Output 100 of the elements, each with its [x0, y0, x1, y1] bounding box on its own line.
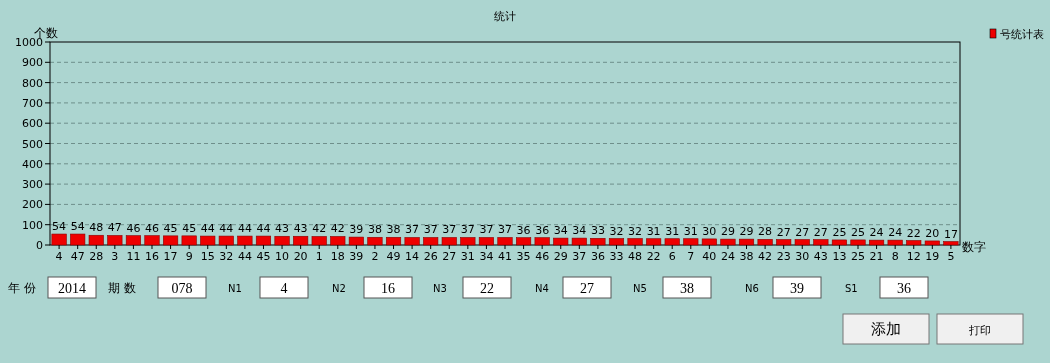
data-label: 44 — [237, 222, 252, 236]
x-tick-label: 12 — [906, 250, 921, 263]
chart-title: 统计 — [494, 10, 516, 23]
data-label: 17 — [943, 227, 958, 241]
data-label: 44 — [219, 222, 234, 236]
x-tick-label: 33 — [609, 250, 624, 263]
x-tick-label: 20 — [293, 250, 308, 263]
data-label: 45 — [182, 221, 197, 235]
x-tick-label: 47 — [70, 250, 85, 263]
text: N6 — [745, 283, 759, 294]
data-label: 42 — [330, 222, 345, 236]
data-label: 54 — [52, 220, 67, 234]
x-tick-label: 11 — [126, 250, 141, 263]
data-label: 54 — [70, 220, 85, 234]
x-tick-label: 13 — [832, 250, 847, 263]
x-tick-label: 2 — [371, 250, 379, 263]
text: N5 — [633, 283, 647, 294]
x-tick-label: 17 — [163, 250, 178, 263]
y-tick-label: 100 — [22, 218, 43, 232]
x-tick-label: 38 — [739, 250, 754, 263]
data-label: 34 — [553, 224, 568, 238]
x-tick-label: 48 — [628, 250, 643, 263]
data-label: 24 — [888, 226, 903, 240]
data-label: 43 — [275, 222, 290, 236]
y-tick-label: 800 — [22, 76, 43, 90]
x-tick-label: 24 — [720, 250, 735, 263]
x-tick-label: 6 — [668, 250, 676, 263]
text: N2 — [332, 283, 346, 294]
x-tick-label: 30 — [795, 250, 810, 263]
data-label: 37 — [423, 223, 438, 237]
x-tick-label: 36 — [590, 250, 605, 263]
data-label: 48 — [89, 221, 104, 235]
text: 39 — [790, 281, 804, 296]
text: 期 数 — [108, 281, 136, 295]
data-label: 39 — [349, 223, 364, 237]
data-label: 25 — [851, 225, 865, 239]
x-tick-label: 25 — [851, 250, 865, 263]
x-tick-label: 45 — [256, 250, 271, 263]
data-label: 38 — [386, 223, 401, 237]
x-tick-label: 49 — [386, 250, 401, 263]
x-tick-label: 35 — [516, 250, 531, 263]
data-label: 46 — [145, 221, 159, 235]
text: 27 — [580, 281, 594, 296]
data-label: 43 — [293, 222, 308, 236]
data-label: 31 — [665, 224, 680, 238]
data-label: 27 — [813, 225, 828, 239]
y-tick-label: 900 — [22, 56, 43, 70]
data-label: 22 — [906, 226, 921, 240]
text: 4 — [280, 281, 288, 296]
data-label: 30 — [702, 224, 717, 238]
data-label: 37 — [405, 223, 420, 237]
x-tick-label: 3 — [111, 250, 119, 263]
x-tick-label: 44 — [237, 250, 252, 263]
x-axis-title: 数字 — [962, 240, 986, 254]
y-tick-label: 600 — [22, 117, 43, 131]
x-tick-label: 27 — [442, 250, 457, 263]
x-tick-label: 40 — [702, 250, 717, 263]
data-label: 37 — [498, 223, 512, 237]
x-tick-label: 1 — [315, 250, 323, 263]
x-tick-label: 23 — [776, 250, 791, 263]
x-tick-label: 26 — [423, 250, 438, 263]
data-label: 33 — [590, 224, 605, 238]
data-label: 36 — [516, 223, 531, 237]
data-label: 44 — [256, 222, 271, 236]
x-tick-label: 19 — [925, 250, 940, 263]
data-label: 44 — [200, 222, 215, 236]
x-tick-label: 4 — [55, 250, 63, 263]
data-label: 29 — [739, 225, 754, 239]
text: 打印 — [968, 324, 991, 337]
data-label: 37 — [442, 223, 457, 237]
y-tick-label: 300 — [22, 178, 43, 192]
y-tick-label: 500 — [22, 137, 43, 151]
data-label: 42 — [312, 222, 327, 236]
y-axis-title: 个数 — [34, 26, 58, 40]
x-tick-label: 16 — [145, 250, 159, 263]
data-label: 45 — [163, 221, 178, 235]
data-label: 32 — [609, 224, 624, 238]
data-label: 34 — [572, 224, 587, 238]
data-label: 47 — [107, 221, 122, 235]
x-tick-label: 29 — [553, 250, 568, 263]
text: N1 — [228, 283, 242, 294]
x-tick-label: 31 — [460, 250, 475, 263]
legend-label: 号统计表 — [1000, 28, 1044, 41]
x-tick-label: 39 — [349, 250, 364, 263]
text: 2014 — [58, 281, 86, 296]
data-label: 27 — [795, 225, 810, 239]
data-label: 31 — [683, 224, 698, 238]
text: S1 — [845, 283, 858, 294]
text: N4 — [535, 283, 549, 294]
x-tick-label: 37 — [572, 250, 587, 263]
x-tick-label: 34 — [479, 250, 494, 263]
x-tick-label: 8 — [891, 250, 899, 263]
data-label: 27 — [776, 225, 791, 239]
data-label: 25 — [832, 225, 847, 239]
text: N3 — [433, 283, 447, 294]
x-tick-label: 5 — [947, 250, 955, 263]
data-label: 46 — [126, 221, 141, 235]
data-label: 29 — [720, 225, 735, 239]
x-tick-label: 32 — [219, 250, 234, 263]
y-tick-label: 0 — [36, 239, 43, 252]
